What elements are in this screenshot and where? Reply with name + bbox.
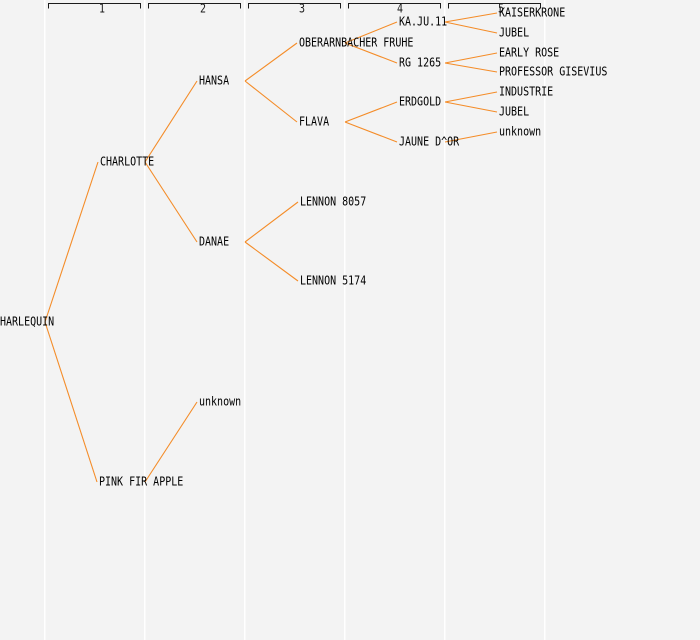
tree-node-rg-1265[interactable]: RG 1265 [399, 56, 442, 70]
pedigree-edge [244, 241, 299, 282]
generation-label-5: 5 [497, 3, 505, 17]
generation-bracket [448, 3, 541, 9]
tree-node-ka-ju-11[interactable]: KA.JU.11 [399, 15, 448, 29]
generation-label-2: 2 [199, 3, 207, 17]
tree-node-jubel-1[interactable]: JUBEL [499, 26, 530, 40]
pedigree-edge [444, 62, 498, 73]
tree-node-lennon-8057[interactable]: LENNON 8057 [300, 195, 367, 209]
pedigree-edge [44, 321, 98, 483]
tree-node-charlotte[interactable]: CHARLOTTE [100, 155, 155, 169]
tree-node-jubel-2[interactable]: JUBEL [499, 105, 530, 119]
pedigree-edge [444, 21, 498, 34]
generation-bracket [148, 3, 241, 9]
pedigree-edge [444, 12, 498, 23]
pedigree-edge [244, 80, 298, 123]
generation-label-1: 1 [98, 3, 106, 17]
tree-node-lennon-5174[interactable]: LENNON 5174 [300, 274, 367, 288]
tree-node-professor-gisevius[interactable]: PROFESSOR GISEVIUS [499, 65, 608, 79]
generation-bracket [348, 3, 441, 9]
tree-node-erdgold[interactable]: ERDGOLD [399, 95, 442, 109]
tree-node-jaune-d-or[interactable]: JAUNE D^OR [399, 135, 460, 149]
pedigree-edge [144, 80, 198, 163]
pedigree-edge [344, 21, 398, 44]
tree-node-danae[interactable]: DANAE [199, 235, 230, 249]
tree-node-unknown-5[interactable]: unknown [499, 125, 542, 139]
pedigree-edge [344, 121, 398, 143]
generation-bracket [248, 3, 341, 9]
tree-node-kaiserkrone[interactable]: KAISERKRONE [499, 6, 566, 20]
tree-node-early-rose[interactable]: EARLY ROSE [499, 46, 560, 60]
pedigree-edge [244, 42, 298, 82]
tree-node-flava[interactable]: FLAVA [299, 115, 330, 129]
pedigree-edge [144, 401, 198, 483]
pedigree-edges [44, 12, 498, 483]
generation-bracket [48, 3, 141, 9]
pedigree-edge [444, 131, 498, 143]
pedigree-edge [444, 101, 498, 113]
pedigree-edge [44, 161, 99, 323]
pedigree-edge [444, 52, 498, 64]
tree-node-oberarnbacher-fruhe[interactable]: OBERARNBACHER FRUHE [299, 36, 414, 50]
tree-node-pink-fir-apple[interactable]: PINK FIR APPLE [99, 475, 184, 489]
pedigree-edge [244, 201, 299, 243]
tree-node-harlequin[interactable]: HARLEQUIN [0, 315, 55, 329]
pedigree-edge [444, 91, 498, 103]
generation-label-3: 3 [298, 3, 306, 17]
pedigree-edge [344, 101, 398, 123]
pedigree-edge [344, 42, 398, 64]
pedigree-edge [144, 161, 198, 243]
tree-node-industrie[interactable]: INDUSTRIE [499, 85, 554, 99]
generation-brackets [48, 3, 541, 9]
generation-label-4: 4 [396, 3, 404, 17]
tree-node-hansa[interactable]: HANSA [199, 74, 230, 88]
column-separators [43, 0, 546, 640]
tree-node-unknown-2[interactable]: unknown [199, 395, 242, 409]
